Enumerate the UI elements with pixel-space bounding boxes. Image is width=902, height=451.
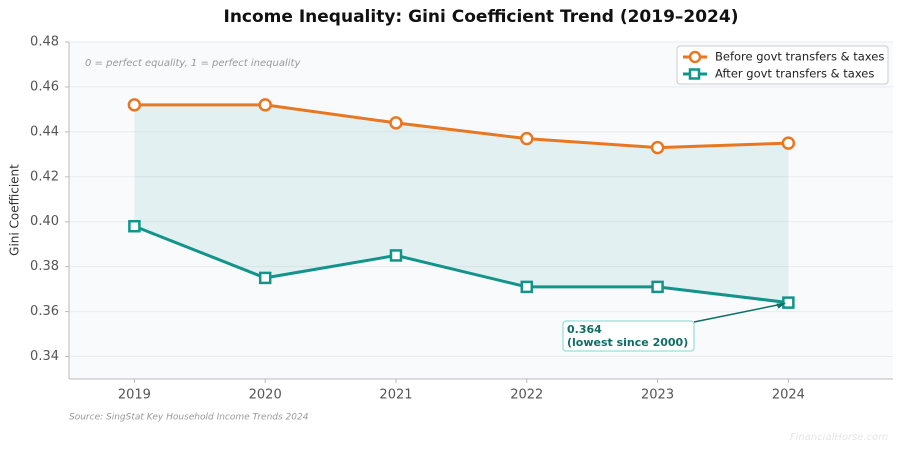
marker	[782, 296, 795, 309]
annotation-arrow	[693, 302, 785, 323]
marker	[258, 98, 272, 112]
legend-box	[676, 45, 889, 85]
y-tick-label: 0.34	[30, 349, 59, 364]
x-tick-label: 2021	[379, 388, 412, 403]
x-tick-label: 2023	[641, 388, 674, 403]
marker	[650, 140, 665, 155]
subtitle: 0 = perfect equality, 1 = perfect inequa…	[85, 58, 301, 69]
annotation-arrowhead	[776, 302, 787, 309]
legend-label: After govt transfers & taxes	[715, 67, 874, 81]
marker	[127, 98, 142, 112]
x-tick-label: 2024	[772, 388, 805, 403]
x-tick-label: 2020	[249, 388, 282, 403]
y-tick-label: 0.40	[30, 214, 59, 229]
line	[133, 224, 789, 305]
annotation-text: 0.364	[567, 323, 602, 336]
x-tick-label: 2022	[510, 388, 543, 403]
legend-label: Before govt transfers & taxes	[715, 50, 884, 64]
y-tick-label: 0.36	[30, 304, 59, 319]
marker	[520, 280, 534, 294]
annotation-box	[562, 320, 695, 352]
y-axis-title: Gini Coefficient	[8, 164, 22, 256]
y-tick-label: 0.44	[30, 124, 59, 139]
marker	[389, 116, 403, 130]
annotation-text: (lowest since 2000)	[567, 336, 688, 349]
watermark: FinancialHorse.com	[790, 432, 888, 443]
plot-area	[69, 42, 893, 379]
y-tick-label: 0.42	[30, 169, 59, 184]
marker	[520, 131, 534, 146]
marker	[389, 249, 403, 262]
y-tick-label: 0.48	[30, 35, 59, 50]
gap-area	[134, 104, 789, 303]
marker	[651, 280, 664, 294]
y-tick-label: 0.46	[30, 79, 59, 94]
x-tick-label: 2019	[118, 388, 151, 403]
marker	[258, 271, 272, 285]
legend-marker	[688, 68, 701, 80]
legend: Before govt transfers & taxes After govt …	[676, 45, 889, 85]
legend-marker	[688, 50, 702, 64]
marker	[781, 136, 796, 150]
y-tick-label: 0.38	[30, 259, 59, 274]
line	[134, 103, 789, 150]
source: Source: SingStat Key Household Income Tr…	[69, 413, 309, 423]
marker	[128, 219, 141, 233]
chart-title: Income Inequality: Gini Coefficient Tren…	[224, 7, 739, 27]
